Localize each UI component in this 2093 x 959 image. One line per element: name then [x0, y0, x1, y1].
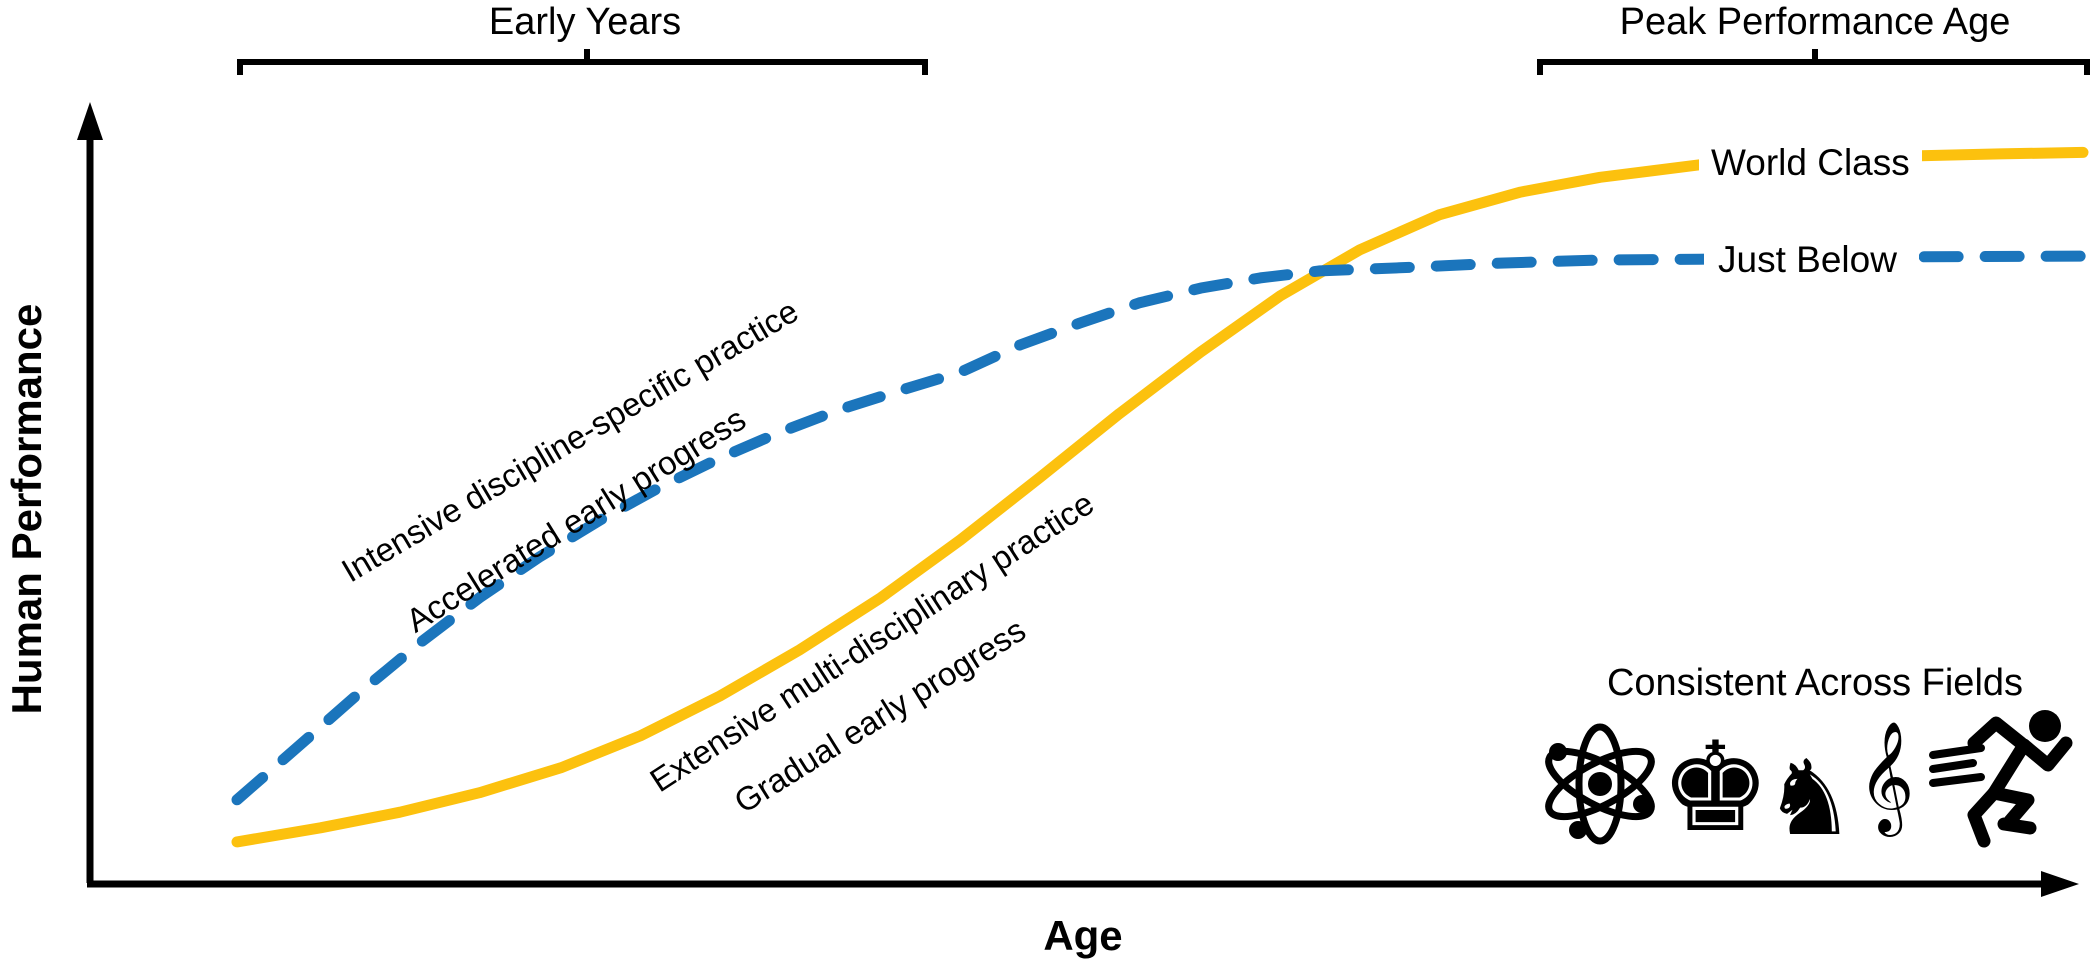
- y-axis-arrowhead-icon: [77, 102, 103, 140]
- just-below-curve: [231, 250, 2089, 806]
- just-below-label: Just Below: [1704, 235, 1919, 286]
- runner-icon: [1929, 710, 2073, 848]
- x-axis-title: Age: [1043, 912, 1123, 959]
- early-years-label: Early Years: [488, 1, 682, 43]
- treble-clef-icon: 𝄞: [1857, 720, 1915, 832]
- music-clef-box: 𝄞: [1844, 698, 1928, 854]
- fields-panel-title: Consistent Across Fields: [1606, 662, 2024, 704]
- peak-performance-bracket: [1537, 49, 2090, 75]
- speed-lines: [1929, 744, 1985, 787]
- y-axis-title: Human Performance: [3, 303, 50, 715]
- chess-king-icon: ♚: [1659, 716, 1771, 860]
- x-axis-arrowhead-icon: [2041, 871, 2079, 897]
- chess-knight-icon: ♞: [1762, 737, 1857, 859]
- atom-icon: [1545, 723, 1655, 845]
- chess-icons: ♚ ♞: [1660, 708, 1856, 850]
- early-years-bracket: [237, 49, 928, 75]
- axes: [77, 102, 2079, 897]
- peak-performance-age-label: Peak Performance Age: [1619, 1, 2011, 43]
- world-class-label: World Class: [1699, 138, 1922, 189]
